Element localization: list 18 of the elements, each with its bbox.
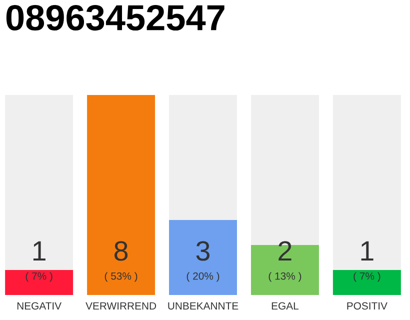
annotation: ( 20% ) bbox=[186, 272, 220, 282]
data-label: 2 bbox=[278, 241, 292, 261]
annotation: ( 13% ) bbox=[268, 272, 302, 282]
data-label: 3 bbox=[196, 241, 210, 261]
chart-title: 08963452547 bbox=[6, 4, 224, 31]
data-label: 8 bbox=[114, 241, 128, 261]
x-tick-label: POSITIV bbox=[347, 302, 388, 310]
x-tick-label: EGAL bbox=[272, 302, 299, 310]
x-tick-label: UNBEKANNTE bbox=[168, 302, 238, 310]
annotation: ( 7% ) bbox=[354, 272, 380, 282]
data-label: 1 bbox=[33, 241, 46, 261]
annotation: ( 7% ) bbox=[26, 272, 52, 282]
x-tick-label: NEGATIV bbox=[17, 302, 62, 310]
bar bbox=[5, 270, 74, 295]
bar bbox=[332, 270, 401, 295]
data-label: 1 bbox=[361, 241, 374, 261]
x-tick-label: VERWIRREND bbox=[86, 302, 156, 310]
annotation: ( 53% ) bbox=[104, 272, 138, 282]
